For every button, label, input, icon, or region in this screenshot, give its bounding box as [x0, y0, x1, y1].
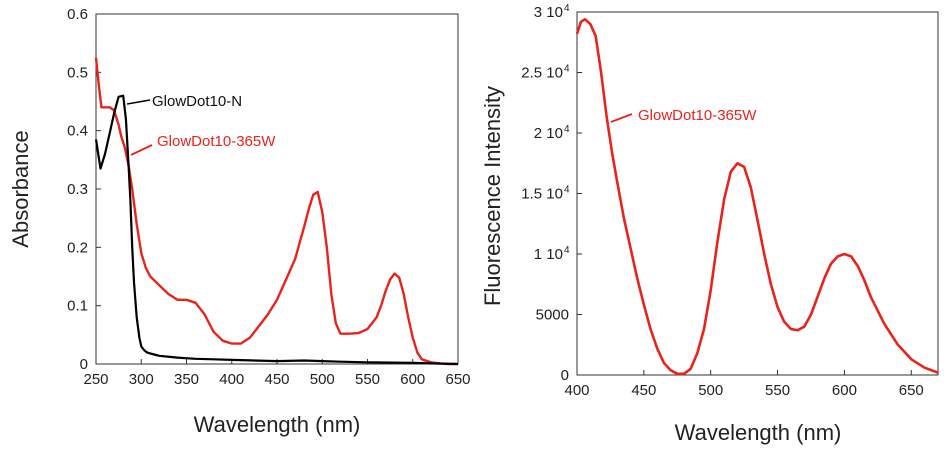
y-tick-label: 1 10 [534, 246, 563, 263]
absorbance-y-ticks: 0 0.1 0.2 0.3 0.4 0.5 0.6 [67, 6, 101, 373]
x-tick-label: 450 [631, 382, 656, 399]
y-tick-exponent: 4 [564, 245, 570, 256]
glowdot10-n-leader-line [126, 99, 151, 105]
glowdot10-365w-fl-leader-line [610, 113, 633, 123]
absorbance-plot-frame [95, 13, 459, 365]
x-tick-label: 650 [899, 382, 924, 399]
y-tick-exponent: 4 [564, 185, 570, 196]
glowdot10-365w-annotation: GlowDot10-365W [157, 133, 276, 150]
glowdot10-365w-fl-annotation: GlowDot10-365W [638, 107, 757, 124]
x-tick-label: 300 [129, 371, 154, 388]
y-tick-label: 0.5 [67, 64, 88, 81]
y-tick-label: 0.4 [67, 123, 88, 140]
y-tick-label: 2 10 [534, 125, 563, 142]
y-tick-label: 5000 [536, 307, 569, 324]
y-tick-exponent: 4 [564, 64, 570, 75]
series-line-glowdot10-365w [94, 57, 458, 366]
glowdot10-n-annotation: GlowDot10-N [152, 93, 242, 110]
x-tick-label: 550 [765, 382, 790, 399]
absorbance-chart: 250 300 350 400 450 500 550 600 650 0 0.1 0.2 0.3 0.… [8, 6, 471, 437]
absorbance-x-axis-label: Wavelength (nm) [194, 412, 361, 437]
y-tick-label: 0 [80, 356, 88, 373]
x-tick-label: 500 [310, 371, 335, 388]
x-tick-label: 400 [564, 382, 589, 399]
y-tick-label: 0.2 [67, 239, 88, 256]
x-tick-label: 650 [445, 371, 470, 388]
x-tick-label: 600 [400, 371, 425, 388]
absorbance-series [94, 57, 459, 366]
fluorescence-series [575, 18, 939, 376]
x-tick-label: 350 [174, 371, 199, 388]
y-tick-label: 0.6 [67, 6, 88, 23]
y-tick-label: 0.3 [67, 181, 88, 198]
x-tick-label: 450 [264, 371, 289, 388]
series-line-glowdot10-365w [575, 18, 939, 376]
y-tick-label: 1.5 10 [521, 186, 563, 203]
absorbance-y-axis-label: Absorbance [8, 130, 33, 247]
x-tick-label: 250 [83, 371, 108, 388]
x-tick-label: 600 [832, 382, 857, 399]
fluorescence-x-ticks: 400 450 500 550 600 650 [564, 370, 924, 399]
y-tick-exponent: 4 [564, 124, 570, 135]
x-tick-label: 500 [698, 382, 723, 399]
fluorescence-y-axis-label: Fluorescence Intensity [480, 86, 505, 306]
series-line-glowdot10-n [94, 94, 459, 366]
fluorescence-x-axis-label: Wavelength (nm) [675, 420, 842, 445]
y-tick-label: 0.1 [67, 298, 88, 315]
y-tick-label: 2.5 10 [521, 65, 563, 82]
x-tick-label: 550 [355, 371, 380, 388]
x-tick-label: 400 [219, 371, 244, 388]
y-tick-exponent: 4 [564, 3, 570, 14]
absorbance-x-ticks: 250 300 350 400 450 500 550 600 650 [83, 359, 471, 388]
glowdot10-365w-leader-line [130, 144, 153, 156]
y-tick-label: 0 [561, 367, 569, 384]
y-tick-label: 3 10 [534, 4, 563, 21]
